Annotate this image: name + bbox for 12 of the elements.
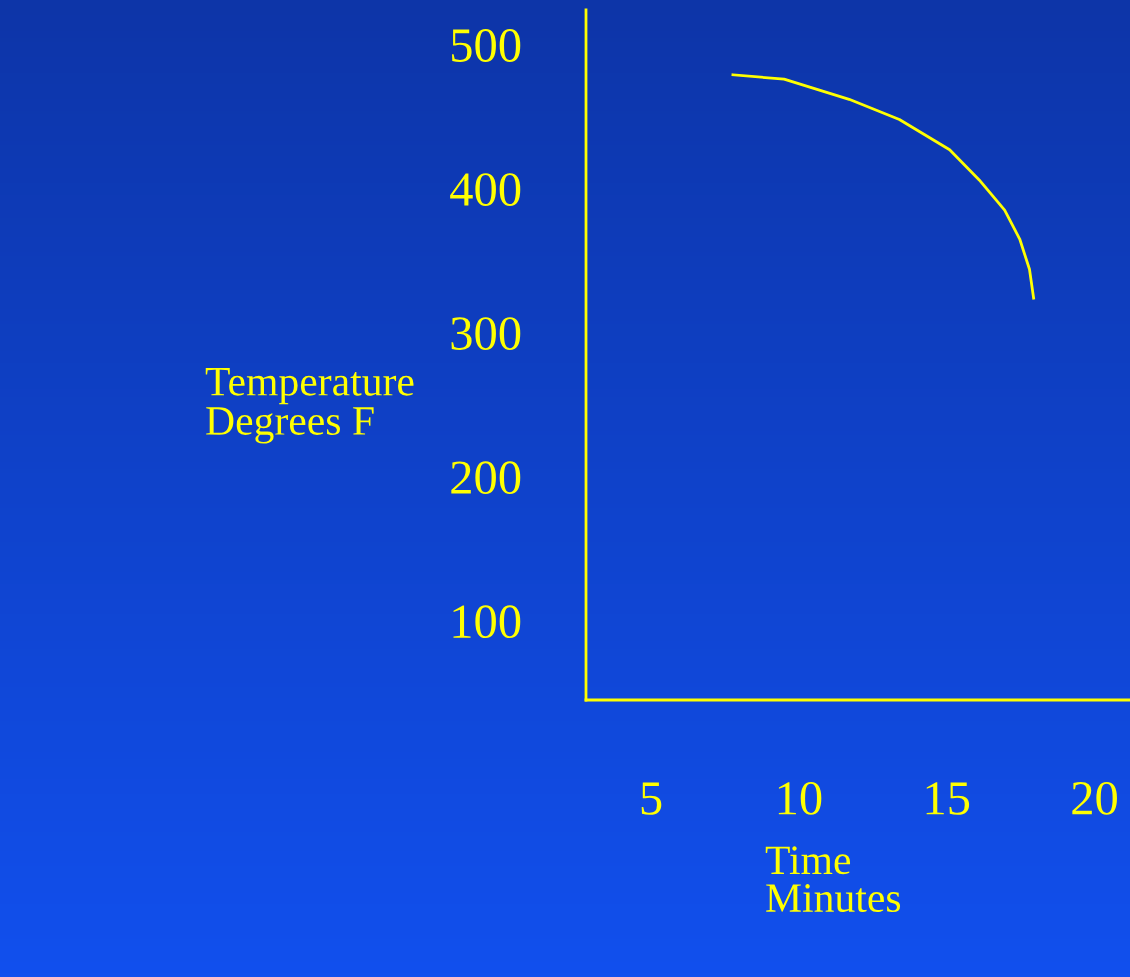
y-tick-label: 500 xyxy=(452,29,521,62)
y-tick-label: 200 xyxy=(451,461,521,495)
line-series xyxy=(731,73,1036,300)
y-tick-label: 400 xyxy=(450,173,521,206)
y-axis-title: Temperature Degrees F xyxy=(205,368,414,444)
x-axis-title: Time Minutes xyxy=(765,846,901,913)
x-tick-label: 10 xyxy=(778,781,822,815)
y-tick-label: 100 xyxy=(453,605,521,639)
x-tick-label: 20 xyxy=(1072,781,1117,815)
x-tick-label: 5 xyxy=(641,782,662,815)
y-tick-label: 300 xyxy=(451,317,521,351)
x-tick-label: 15 xyxy=(926,782,970,815)
